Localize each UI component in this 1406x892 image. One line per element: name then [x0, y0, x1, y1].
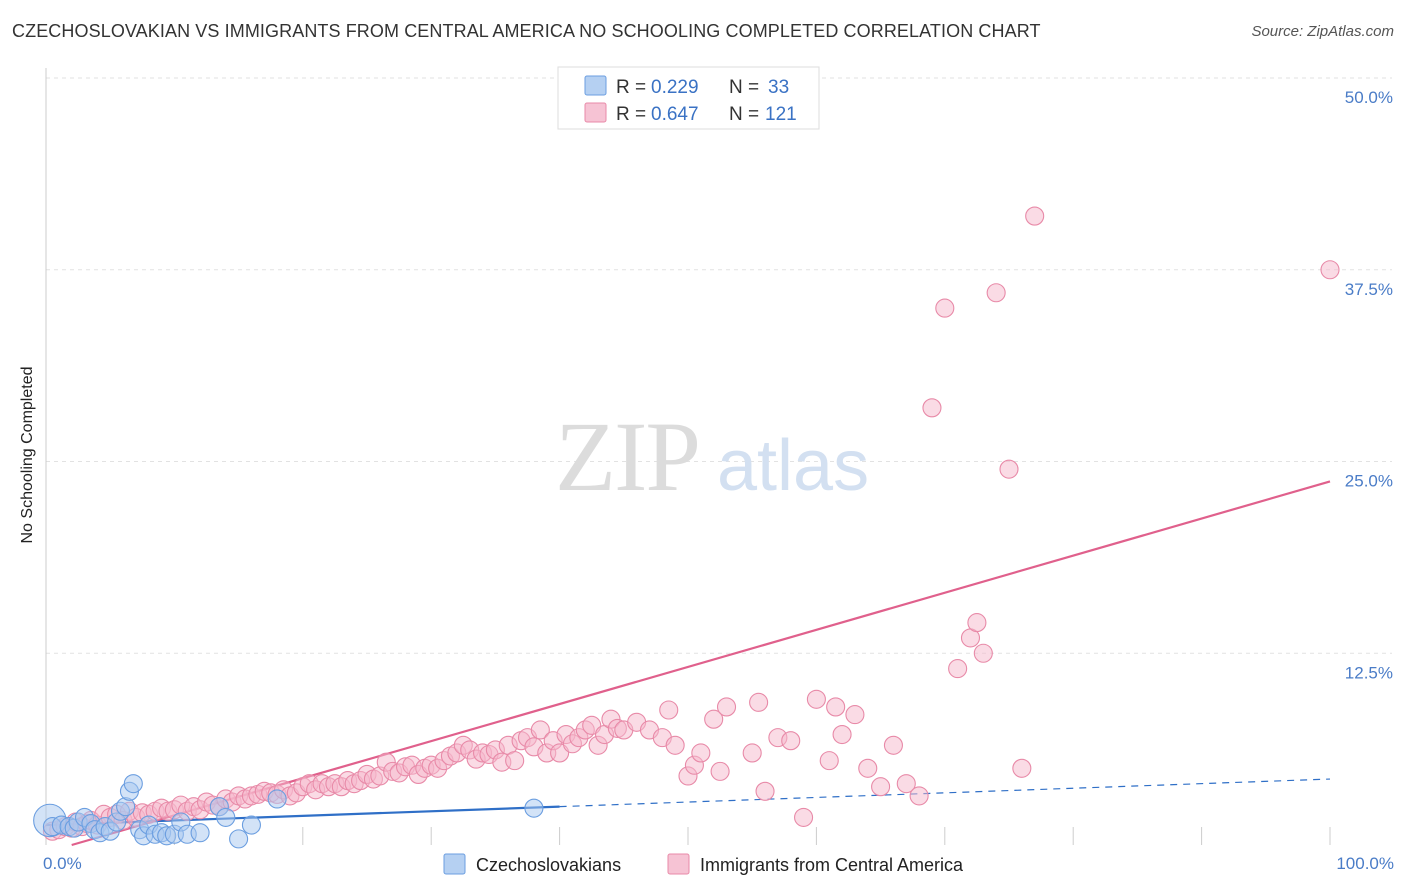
series-legend-label-central-america: Immigrants from Central America	[700, 855, 964, 875]
point-central-america	[922, 398, 942, 418]
point-central-america	[871, 777, 891, 797]
legend-swatch-central-america	[584, 102, 607, 123]
point-central-america	[935, 298, 955, 318]
point-czechoslovakians	[216, 807, 236, 827]
point-central-america	[550, 743, 570, 763]
chart-title: CZECHOSLOVAKIAN VS IMMIGRANTS FROM CENTR…	[12, 21, 1041, 41]
point-central-america	[716, 697, 737, 717]
series-legend: Czechoslovakians Immigrants from Central…	[443, 853, 964, 875]
point-central-america	[806, 689, 826, 709]
point-central-america	[505, 751, 525, 771]
legend-r-label-0: R =	[616, 77, 646, 98]
legend-n-label-0: N =	[729, 77, 759, 98]
x-tick-label: 0.0%	[43, 854, 82, 873]
point-central-america	[986, 283, 1006, 303]
point-central-america	[858, 758, 878, 778]
point-central-america	[819, 751, 839, 771]
gridlines	[46, 77, 1392, 654]
scatter-points	[33, 206, 1340, 849]
point-central-america	[665, 735, 685, 755]
point-central-america	[896, 774, 916, 794]
series-legend-label-czechoslovakians: Czechoslovakians	[476, 855, 621, 875]
point-central-america	[973, 643, 993, 663]
point-central-america	[530, 720, 550, 740]
legend-n-label-1: N =	[729, 104, 759, 125]
point-central-america	[749, 692, 769, 712]
tick-labels: 12.5% 25.0% 37.5% 50.0% 0.0% 100.0%	[43, 88, 1394, 873]
chart-source: Source: ZipAtlas.com	[1251, 23, 1394, 40]
y-tick-label: 50.0%	[1345, 88, 1393, 107]
y-tick-label: 37.5%	[1345, 280, 1393, 299]
point-central-america	[710, 761, 730, 781]
point-central-america	[1012, 758, 1032, 778]
point-central-america	[826, 697, 846, 717]
point-central-america	[794, 807, 814, 827]
watermark-atlas: atlas	[717, 426, 869, 506]
point-central-america	[845, 705, 865, 725]
point-central-america	[781, 731, 801, 751]
legend-r-label-1: R =	[616, 104, 646, 125]
point-central-america	[883, 735, 903, 755]
point-central-america	[582, 715, 602, 735]
series-legend-swatch-central-america	[667, 853, 690, 875]
watermark-zip: ZIP	[555, 401, 699, 512]
point-central-america	[1320, 260, 1340, 280]
legend-n-value-0: 33	[768, 77, 789, 98]
point-central-america	[691, 743, 711, 763]
point-central-america	[659, 700, 679, 720]
point-central-america	[832, 725, 852, 745]
point-central-america	[909, 786, 929, 806]
point-czechoslovakians	[241, 815, 261, 835]
watermark: ZIP atlas	[555, 401, 869, 512]
legend-swatch-czechoslovakians	[584, 75, 607, 96]
legend-n-value-1: 121	[765, 104, 797, 125]
trendline-extension-0	[559, 778, 1331, 808]
legend-r-value-0: 0.229	[651, 77, 699, 98]
point-central-america	[999, 459, 1019, 479]
x-tick-label: 100.0%	[1336, 854, 1394, 873]
point-czechoslovakians	[123, 774, 143, 794]
point-central-america	[755, 781, 775, 801]
y-tick-label: 25.0%	[1345, 472, 1393, 491]
correlation-legend: R = 0.229 N = 33 R = 0.647 N = 121	[557, 66, 820, 130]
legend-r-value-1: 0.647	[651, 104, 699, 125]
y-tick-label: 12.5%	[1345, 663, 1393, 682]
series-legend-swatch-czechoslovakians	[443, 853, 466, 875]
point-czechoslovakians	[524, 798, 544, 818]
point-central-america	[967, 613, 987, 633]
point-czechoslovakians	[267, 789, 287, 809]
point-czechoslovakians	[229, 829, 249, 849]
point-czechoslovakians	[190, 823, 210, 843]
point-central-america	[1025, 206, 1045, 226]
point-central-america	[948, 659, 968, 679]
point-central-america	[742, 743, 762, 763]
point-central-america	[704, 709, 724, 729]
